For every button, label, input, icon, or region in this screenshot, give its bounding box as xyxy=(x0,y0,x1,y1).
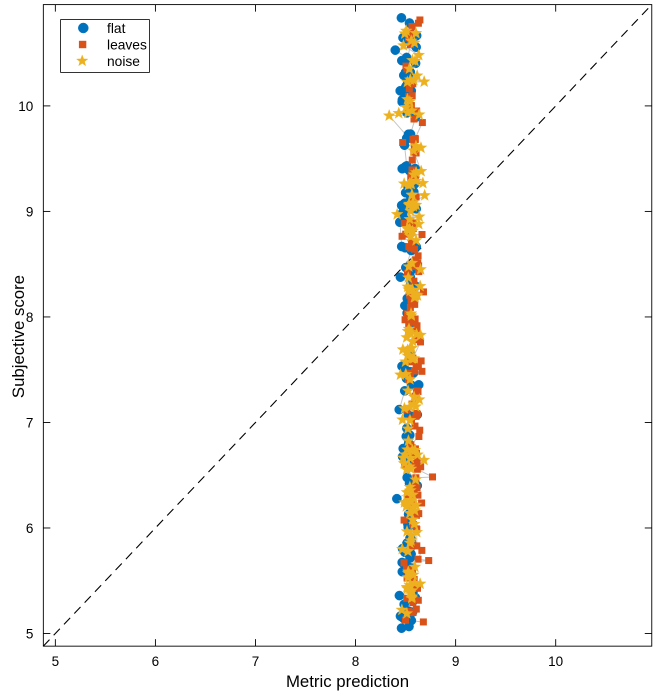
svg-text:5: 5 xyxy=(26,627,34,642)
svg-text:6: 6 xyxy=(26,521,34,536)
svg-text:noise: noise xyxy=(107,54,140,69)
svg-text:9: 9 xyxy=(26,204,34,219)
svg-text:6: 6 xyxy=(152,654,160,669)
svg-text:5: 5 xyxy=(52,654,60,669)
svg-text:leaves: leaves xyxy=(107,38,147,53)
svg-text:10: 10 xyxy=(18,99,33,114)
svg-text:8: 8 xyxy=(352,654,360,669)
svg-text:10: 10 xyxy=(548,654,563,669)
svg-text:9: 9 xyxy=(452,654,460,669)
svg-text:7: 7 xyxy=(252,654,260,669)
svg-text:7: 7 xyxy=(26,415,34,430)
svg-text:flat: flat xyxy=(107,21,126,36)
